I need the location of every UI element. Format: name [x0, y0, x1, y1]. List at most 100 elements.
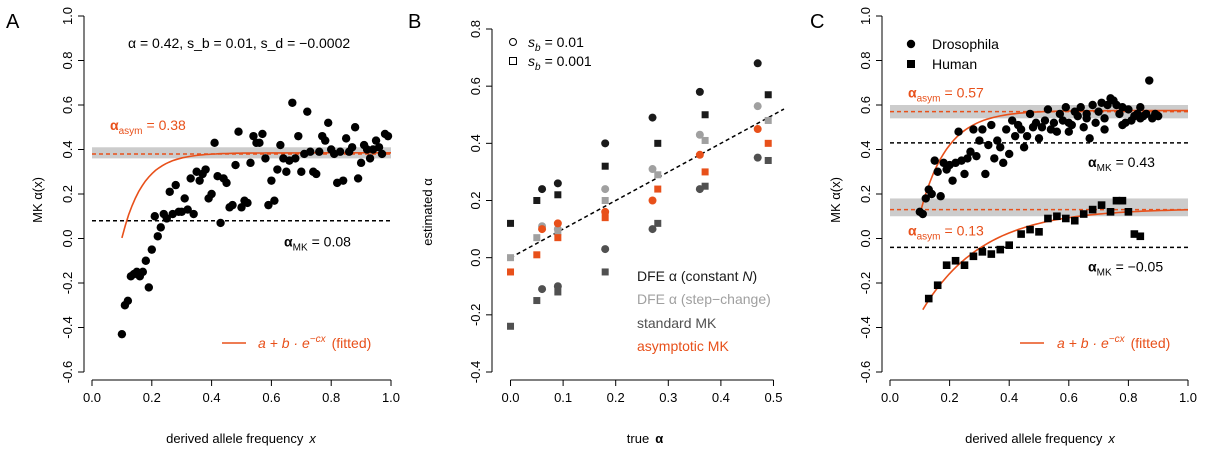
data-point — [150, 212, 159, 221]
data-point — [228, 200, 237, 210]
data-points — [915, 76, 1163, 303]
x-tick-label: 1.0 — [382, 390, 400, 405]
data-point — [601, 214, 609, 222]
legend-dfe-constant: DFE α (constant N) — [637, 268, 757, 284]
data-point — [601, 197, 609, 204]
data-point — [538, 225, 547, 234]
human-point — [1026, 225, 1034, 234]
svg-text:a + b · e−cx(fitted): a + b · e−cx (fitted) — [258, 334, 371, 351]
data-point — [753, 102, 762, 111]
data-point — [764, 139, 772, 147]
x-tick-label: 0.6 — [262, 390, 280, 405]
drosophila-point — [1145, 76, 1154, 85]
drosophila-point — [1067, 120, 1076, 130]
y-axis-label: estimated α — [420, 178, 435, 246]
human-point — [1088, 205, 1097, 214]
panel-label-a: A — [6, 11, 20, 33]
human-point — [1124, 208, 1133, 216]
drosophila-point — [984, 140, 993, 150]
drosophila-point — [1136, 114, 1145, 123]
drosophila-point — [1037, 123, 1047, 132]
data-point — [601, 268, 609, 276]
y-tick-label: 0.0 — [858, 229, 873, 247]
drosophila-point — [1103, 100, 1112, 110]
axes: 0.0 0.1 0.2 0.3 0.4 0.5 -0.4 -0.2 0.0 0.2 0.4 0.6 0.… — [468, 20, 783, 405]
human-alpha-asym-label: αasym = 0.13 — [908, 223, 984, 243]
data-points — [507, 59, 772, 330]
drosophila-point — [927, 189, 936, 199]
data-point — [138, 267, 148, 277]
y-tick-label: -0.2 — [468, 304, 483, 326]
y-tick-label: 1.0 — [858, 7, 873, 25]
data-point — [297, 167, 306, 176]
panel-b: B 0.0 0.1 0.2 0.3 0.4 0.5 -0.4 -0.2 0.0 0.2 0.4 0.6… — [408, 11, 785, 446]
data-point — [288, 98, 297, 107]
data-point — [601, 162, 609, 170]
drosophila-point — [918, 209, 927, 219]
human-point — [1053, 212, 1061, 221]
drosophila-point — [972, 151, 981, 161]
data-point — [648, 165, 657, 174]
data-point — [207, 189, 216, 199]
drosophila-point — [1154, 111, 1163, 121]
data-point — [701, 168, 709, 176]
alpha-asym-label: αasym = 0.38 — [110, 117, 186, 137]
legend-asymptotic-mk: asymptotic MK — [637, 338, 729, 354]
drosophila-point — [1002, 125, 1011, 134]
drosophila-point — [1100, 125, 1109, 134]
svg-text:sb= 0.001: sb = 0.001 — [528, 53, 592, 73]
data-point — [249, 131, 258, 141]
drosophila-point — [948, 176, 957, 185]
data-point — [324, 118, 333, 128]
data-point — [648, 113, 657, 122]
data-point — [356, 158, 366, 168]
data-point — [306, 147, 315, 156]
x-tick-label: 0.8 — [322, 390, 340, 405]
drosophila-point — [1100, 114, 1109, 123]
data-point — [764, 116, 772, 124]
axes: 0.0 0.2 0.4 0.6 0.8 1.0 -0.6 -0.4 -0.2 0.0 0.2 0.4 0… — [858, 7, 1197, 405]
drosophila-point — [999, 158, 1008, 168]
human-point — [1035, 228, 1043, 236]
data-point — [117, 329, 127, 339]
y-tick-label: 0.2 — [60, 185, 75, 203]
data-point — [335, 147, 345, 156]
drosophila-point — [1115, 109, 1124, 119]
data-point — [270, 196, 279, 205]
x-axis-label: derived allele frequency x — [166, 431, 316, 446]
data-point — [533, 197, 541, 204]
data-point — [554, 228, 562, 236]
drosophila-point — [1076, 103, 1085, 112]
x-tick-label: 0.2 — [607, 390, 625, 405]
y-tick-label: 0.6 — [468, 77, 483, 95]
human-point — [942, 261, 951, 269]
data-point — [141, 256, 151, 265]
y-tick-label: -0.4 — [60, 316, 75, 338]
x-tick-label: 0.5 — [764, 390, 782, 405]
data-point — [383, 131, 393, 141]
data-point — [507, 254, 515, 262]
panel-label-c: C — [810, 11, 824, 33]
legend: Drosophila Human — [906, 36, 999, 72]
data-point — [695, 150, 704, 159]
y-tick-label: 0.8 — [468, 20, 483, 38]
data-point — [764, 91, 772, 99]
x-tick-label: 0.2 — [143, 390, 161, 405]
y-tick-label: -0.2 — [858, 272, 873, 294]
drosophila-point — [1043, 105, 1053, 114]
drosophila-point — [1124, 105, 1133, 114]
human-point — [996, 245, 1005, 254]
y-tick-label: 0.6 — [858, 96, 873, 114]
drosophila-point — [1082, 109, 1091, 119]
data-point — [554, 288, 562, 296]
human-point — [987, 250, 996, 258]
data-point — [648, 225, 657, 234]
x-tick-label: 0.0 — [501, 390, 519, 405]
data-point — [371, 136, 381, 145]
human-point — [951, 256, 960, 265]
y-tick-label: -0.4 — [468, 361, 483, 383]
data-point — [338, 176, 348, 185]
drosophila-point — [960, 169, 969, 179]
x-tick-label: 0.1 — [554, 390, 572, 405]
human-point — [1062, 214, 1070, 223]
